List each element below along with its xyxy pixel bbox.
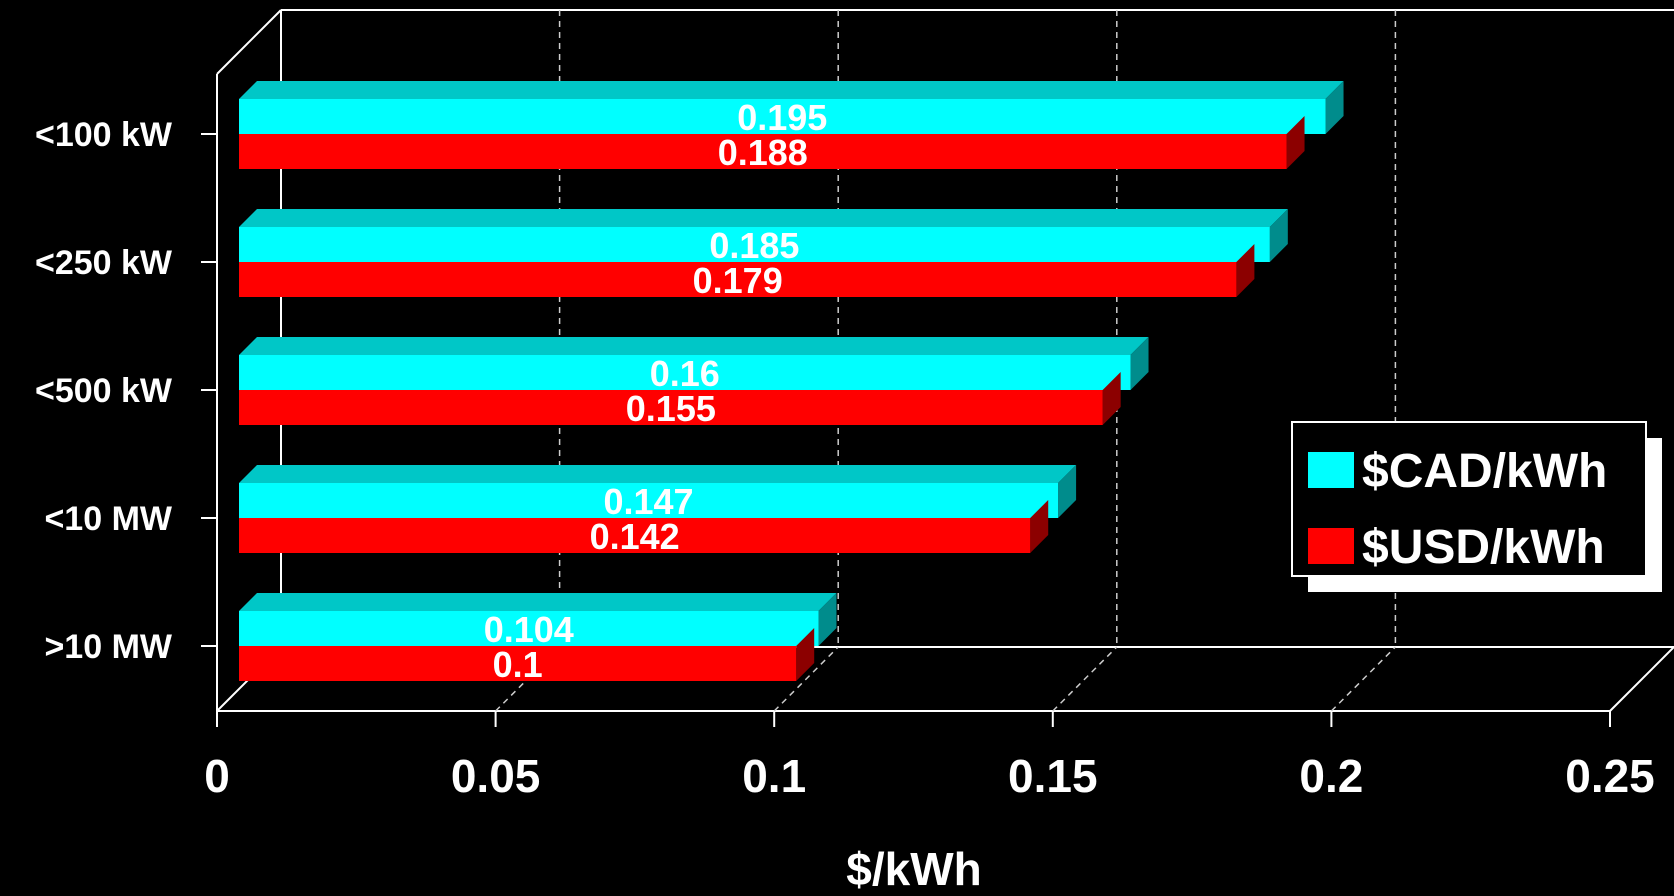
bar-value-label: 0.147 (603, 481, 693, 522)
bar-value-label: 0.188 (718, 132, 808, 173)
bar (239, 611, 819, 646)
gridline-floor (1052, 646, 1118, 712)
category-label: <10 MW (44, 500, 172, 538)
x-tick-label: 0.1 (742, 750, 806, 802)
bar-side-face (1030, 500, 1049, 553)
x-tick-label: 0.2 (1299, 750, 1363, 802)
gridline-floor (773, 646, 839, 712)
bar-value-label: 0.185 (709, 225, 799, 266)
bar-value-label: 0.195 (737, 97, 827, 138)
legend-label: $CAD/kWh (1362, 445, 1607, 498)
bar-value-label: 0.16 (650, 353, 720, 394)
bar-value-label: 0.142 (590, 516, 680, 557)
category-label: <100 kW (35, 116, 173, 154)
bar (239, 262, 1237, 297)
bar-top-face (239, 209, 1288, 227)
bar (239, 355, 1131, 390)
bar (239, 99, 1326, 134)
bar-value-label: 0.179 (693, 260, 783, 301)
bar-side-face (796, 628, 815, 681)
bar-value-label: 0.155 (626, 388, 716, 429)
bar-side-face (1102, 372, 1121, 425)
x-tick-label: 0.15 (1008, 750, 1098, 802)
bar-side-face (1236, 244, 1255, 297)
bar (239, 646, 797, 681)
category-label: <250 kW (35, 244, 173, 282)
bar (239, 518, 1031, 553)
legend-label: $USD/kWh (1362, 521, 1605, 574)
left-wall-top-diagonal (216, 9, 282, 75)
legend-swatch (1308, 452, 1354, 488)
bar-top-face (239, 81, 1344, 99)
x-axis-title: $/kWh (846, 843, 981, 895)
x-tick-label: 0.25 (1565, 750, 1655, 802)
bar (239, 483, 1059, 518)
floor-right-diagonal (1609, 646, 1674, 712)
bar (239, 134, 1287, 169)
legend-swatch (1308, 528, 1354, 564)
bar-top-face (239, 337, 1149, 355)
x-tick-label: 0 (204, 750, 230, 802)
gridline-floor (1330, 646, 1396, 712)
x-tick-label: 0.05 (451, 750, 541, 802)
bar-side-face (1325, 81, 1344, 134)
bar-value-label: 0.1 (493, 644, 543, 685)
bar-top-face (239, 593, 837, 611)
bar-value-label: 0.104 (484, 609, 574, 650)
category-label: >10 MW (44, 628, 172, 666)
bar-side-face (1286, 116, 1305, 169)
bar-side-face (1058, 465, 1077, 518)
bar-side-face (1130, 337, 1149, 390)
category-label: <500 kW (35, 372, 173, 410)
bar (239, 227, 1270, 262)
bar-side-face (818, 593, 837, 646)
bar (239, 390, 1103, 425)
bar-side-face (1269, 209, 1288, 262)
bar-top-face (239, 465, 1077, 483)
